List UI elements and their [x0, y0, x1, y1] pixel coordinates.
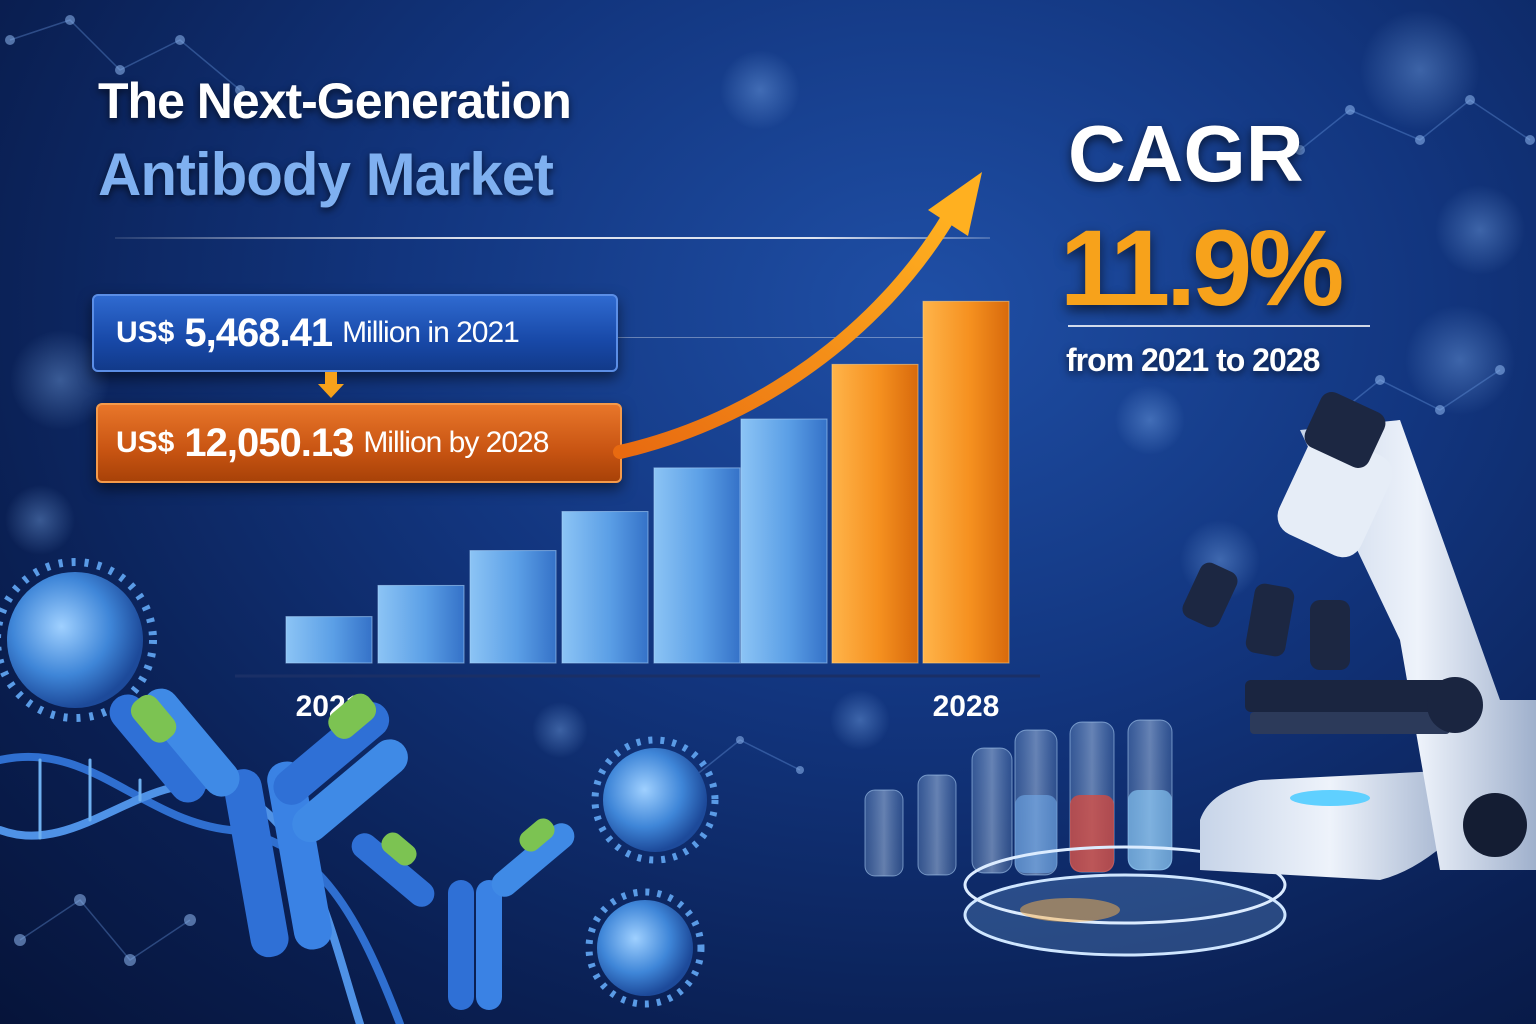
test-tube-icon — [864, 719, 1173, 877]
cagr-value: 11.9% — [1060, 207, 1344, 328]
title-divider — [115, 237, 990, 239]
cagr-label: CAGR — [1068, 109, 1304, 198]
antibody-icon — [351, 818, 575, 1010]
value-2028-suffix: Million by 2028 — [363, 426, 549, 459]
virus-icon — [591, 736, 719, 864]
title-line-2: Antibody Market — [98, 141, 554, 208]
bar-3 — [561, 511, 649, 664]
value-2021-suffix: Million in 2021 — [342, 316, 520, 349]
value-divider — [618, 337, 998, 338]
cagr-period: from 2021 to 2028 — [1066, 342, 1320, 378]
currency-label: US$ — [116, 426, 175, 459]
bar-2 — [469, 550, 557, 664]
virus-icon — [585, 888, 705, 1008]
antibody-icon — [109, 688, 408, 958]
currency-label: US$ — [116, 316, 175, 349]
growth-arrow-icon — [613, 172, 982, 459]
value-2028-box: US$ 12,050.13 Million by 2028 — [96, 403, 622, 483]
bar-5 — [740, 418, 828, 664]
bar-7 — [922, 300, 1010, 664]
value-2021-amount: 5,468.41 — [184, 310, 333, 355]
title-line-1: The Next-Generation — [98, 73, 572, 129]
cagr-divider — [1068, 325, 1370, 327]
value-2021-box: US$ 5,468.41 Million in 2021 — [92, 294, 618, 372]
value-2028-amount: 12,050.13 — [184, 420, 354, 465]
microscope-icon — [1182, 391, 1536, 880]
bar-1 — [377, 584, 465, 664]
virus-icon — [0, 558, 157, 722]
bars-group — [285, 300, 1010, 664]
bar-0 — [285, 616, 373, 664]
petri-dish-icon — [963, 845, 1287, 957]
x-tick-label-2028: 2028 — [933, 690, 1000, 723]
down-arrow-icon — [318, 372, 344, 398]
bar-6 — [831, 363, 919, 664]
bar-4 — [653, 467, 741, 664]
